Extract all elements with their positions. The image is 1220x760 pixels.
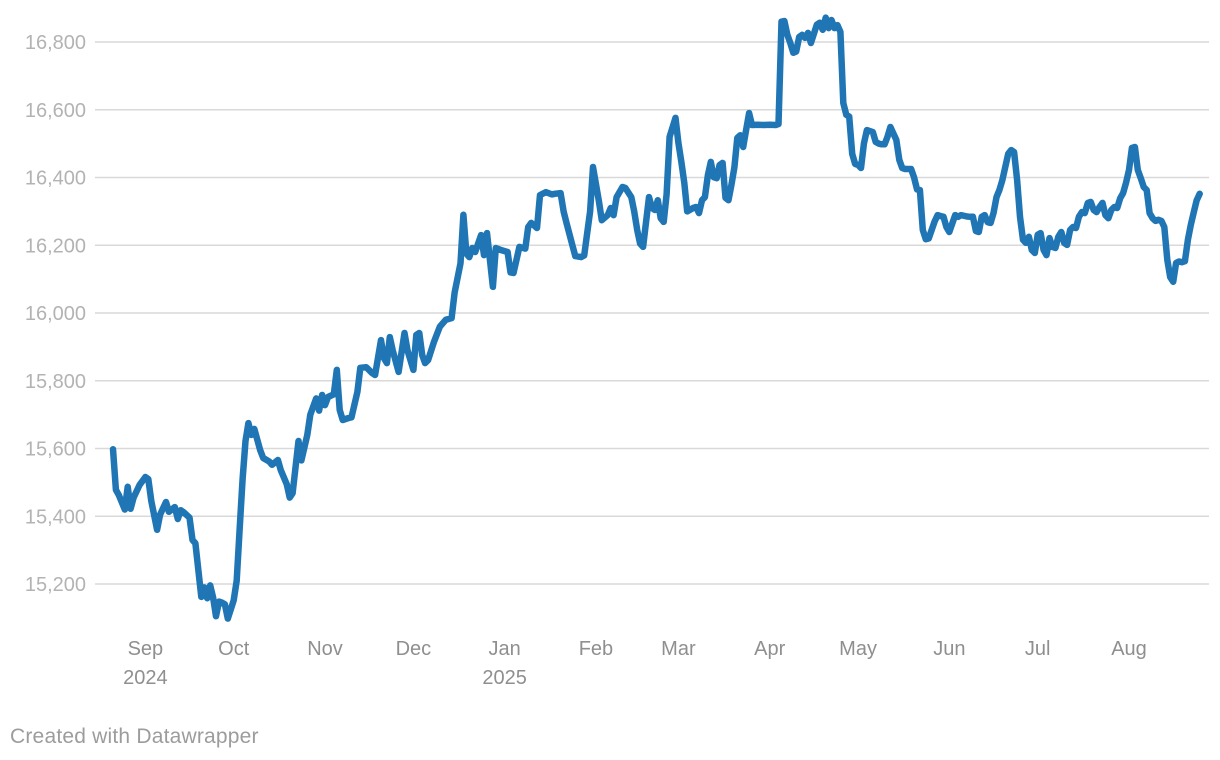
y-tick-label: 15,400 [25,506,86,528]
x-tick-label: May [839,638,877,660]
attribution: Created with Datawrapper [10,725,259,748]
x-tick-label: Jul [1025,638,1051,660]
x-tick-label: Dec [396,638,432,660]
y-tick-label: 16,800 [25,32,86,54]
y-tick-label: 15,600 [25,439,86,461]
x-tick-label: Jun [933,638,965,660]
plot-line[interactable] [109,14,1203,622]
y-tick-label: 16,600 [25,100,86,122]
x-tick-label: Mar [661,638,696,660]
x-tick-label: Feb [579,638,613,660]
x-tick-label: Sep [128,638,164,660]
x-tick-year-label: 2025 [482,667,527,689]
y-tick-label: 15,800 [25,371,86,393]
y-tick-label: 15,200 [25,574,86,596]
x-tick-label: Jan [489,638,521,660]
x-tick-label: Oct [218,638,250,660]
x-tick-label: Aug [1111,638,1147,660]
y-tick-label: 16,200 [25,235,86,257]
y-tick-label: 16,400 [25,168,86,190]
x-tick-label: Apr [754,638,785,660]
y-tick-label: 16,000 [25,303,86,325]
x-tick-year-label: 2024 [123,667,168,689]
x-tick-label: Nov [307,638,343,660]
